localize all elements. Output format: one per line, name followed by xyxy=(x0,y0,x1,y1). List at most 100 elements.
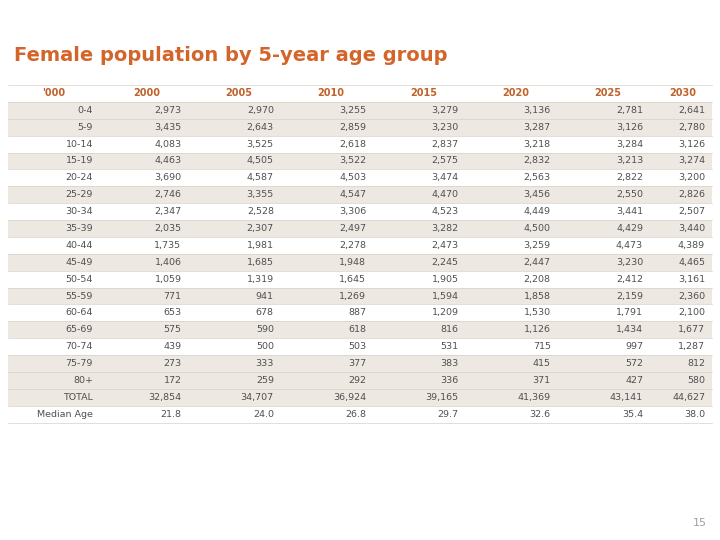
Bar xyxy=(8,321,100,338)
Bar xyxy=(8,203,100,220)
Bar xyxy=(285,119,377,136)
Text: 39,165: 39,165 xyxy=(426,393,459,402)
Text: 816: 816 xyxy=(441,325,459,334)
Bar xyxy=(654,271,712,288)
Text: 4,500: 4,500 xyxy=(523,224,551,233)
Bar xyxy=(469,406,562,423)
Text: 2,781: 2,781 xyxy=(616,106,643,115)
Bar xyxy=(193,254,285,271)
Text: 1,905: 1,905 xyxy=(431,275,459,284)
Bar xyxy=(469,136,562,152)
Bar xyxy=(377,170,469,186)
Text: 2,970: 2,970 xyxy=(247,106,274,115)
Text: 2,208: 2,208 xyxy=(523,275,551,284)
Text: 4,465: 4,465 xyxy=(678,258,705,267)
Text: 3,287: 3,287 xyxy=(523,123,551,132)
Bar xyxy=(100,355,193,372)
Text: 10-14: 10-14 xyxy=(66,139,93,148)
Bar xyxy=(285,152,377,170)
Text: TOTAL: TOTAL xyxy=(63,393,93,402)
Bar xyxy=(469,254,562,271)
Bar xyxy=(377,338,469,355)
Text: 2,360: 2,360 xyxy=(678,292,705,301)
Text: 2,447: 2,447 xyxy=(523,258,551,267)
Bar xyxy=(562,271,654,288)
Text: 3,161: 3,161 xyxy=(678,275,705,284)
Text: 941: 941 xyxy=(256,292,274,301)
Text: 2,245: 2,245 xyxy=(431,258,459,267)
Text: 2,412: 2,412 xyxy=(616,275,643,284)
Text: 2,550: 2,550 xyxy=(616,190,643,199)
Text: 2,641: 2,641 xyxy=(678,106,705,115)
Text: 24.0: 24.0 xyxy=(253,410,274,418)
Text: 29.7: 29.7 xyxy=(438,410,459,418)
Text: 273: 273 xyxy=(163,359,181,368)
Bar xyxy=(8,288,100,305)
Bar xyxy=(285,186,377,203)
Bar xyxy=(8,355,100,372)
Bar xyxy=(193,119,285,136)
Text: 3,230: 3,230 xyxy=(616,258,643,267)
Text: 580: 580 xyxy=(687,376,705,385)
Bar xyxy=(562,389,654,406)
Bar xyxy=(285,271,377,288)
Bar xyxy=(8,220,100,237)
Text: 292: 292 xyxy=(348,376,366,385)
Bar xyxy=(654,220,712,237)
Text: 60-64: 60-64 xyxy=(66,308,93,318)
Text: 1,059: 1,059 xyxy=(155,275,181,284)
Bar xyxy=(562,288,654,305)
Text: 3,441: 3,441 xyxy=(616,207,643,216)
Text: 415: 415 xyxy=(533,359,551,368)
Bar xyxy=(193,355,285,372)
Bar xyxy=(562,406,654,423)
Text: 2,822: 2,822 xyxy=(616,173,643,183)
Bar xyxy=(285,203,377,220)
Text: 3,522: 3,522 xyxy=(339,157,366,165)
Bar xyxy=(8,85,100,102)
Text: 2,347: 2,347 xyxy=(154,207,181,216)
Bar xyxy=(654,203,712,220)
Bar xyxy=(469,271,562,288)
Text: 2,528: 2,528 xyxy=(247,207,274,216)
Bar xyxy=(285,136,377,152)
Bar xyxy=(193,152,285,170)
Bar xyxy=(562,119,654,136)
Bar xyxy=(193,305,285,321)
Text: 3,474: 3,474 xyxy=(431,173,459,183)
Bar xyxy=(8,372,100,389)
Bar xyxy=(377,254,469,271)
Bar xyxy=(193,288,285,305)
Bar xyxy=(100,220,193,237)
Bar xyxy=(654,355,712,372)
Bar xyxy=(193,389,285,406)
Text: 25-29: 25-29 xyxy=(66,190,93,199)
Bar xyxy=(377,85,469,102)
Bar xyxy=(469,389,562,406)
Bar xyxy=(377,186,469,203)
Text: 1,269: 1,269 xyxy=(339,292,366,301)
Bar xyxy=(654,288,712,305)
Text: 812: 812 xyxy=(687,359,705,368)
Text: 2000: 2000 xyxy=(133,89,160,98)
Bar xyxy=(193,203,285,220)
Text: 3,456: 3,456 xyxy=(523,190,551,199)
Text: 371: 371 xyxy=(533,376,551,385)
Bar xyxy=(377,372,469,389)
Text: 3,279: 3,279 xyxy=(431,106,459,115)
Bar xyxy=(285,406,377,423)
Bar xyxy=(8,271,100,288)
Bar xyxy=(654,254,712,271)
Text: 500: 500 xyxy=(256,342,274,351)
Bar xyxy=(469,288,562,305)
Bar xyxy=(654,170,712,186)
Text: 4,473: 4,473 xyxy=(616,241,643,250)
Bar xyxy=(285,288,377,305)
Bar xyxy=(193,338,285,355)
Text: 2,859: 2,859 xyxy=(339,123,366,132)
Text: 3,306: 3,306 xyxy=(339,207,366,216)
Bar xyxy=(377,305,469,321)
Text: Female population by 5-year age group: Female population by 5-year age group xyxy=(14,46,448,65)
Text: 1,677: 1,677 xyxy=(678,325,705,334)
Text: 575: 575 xyxy=(163,325,181,334)
